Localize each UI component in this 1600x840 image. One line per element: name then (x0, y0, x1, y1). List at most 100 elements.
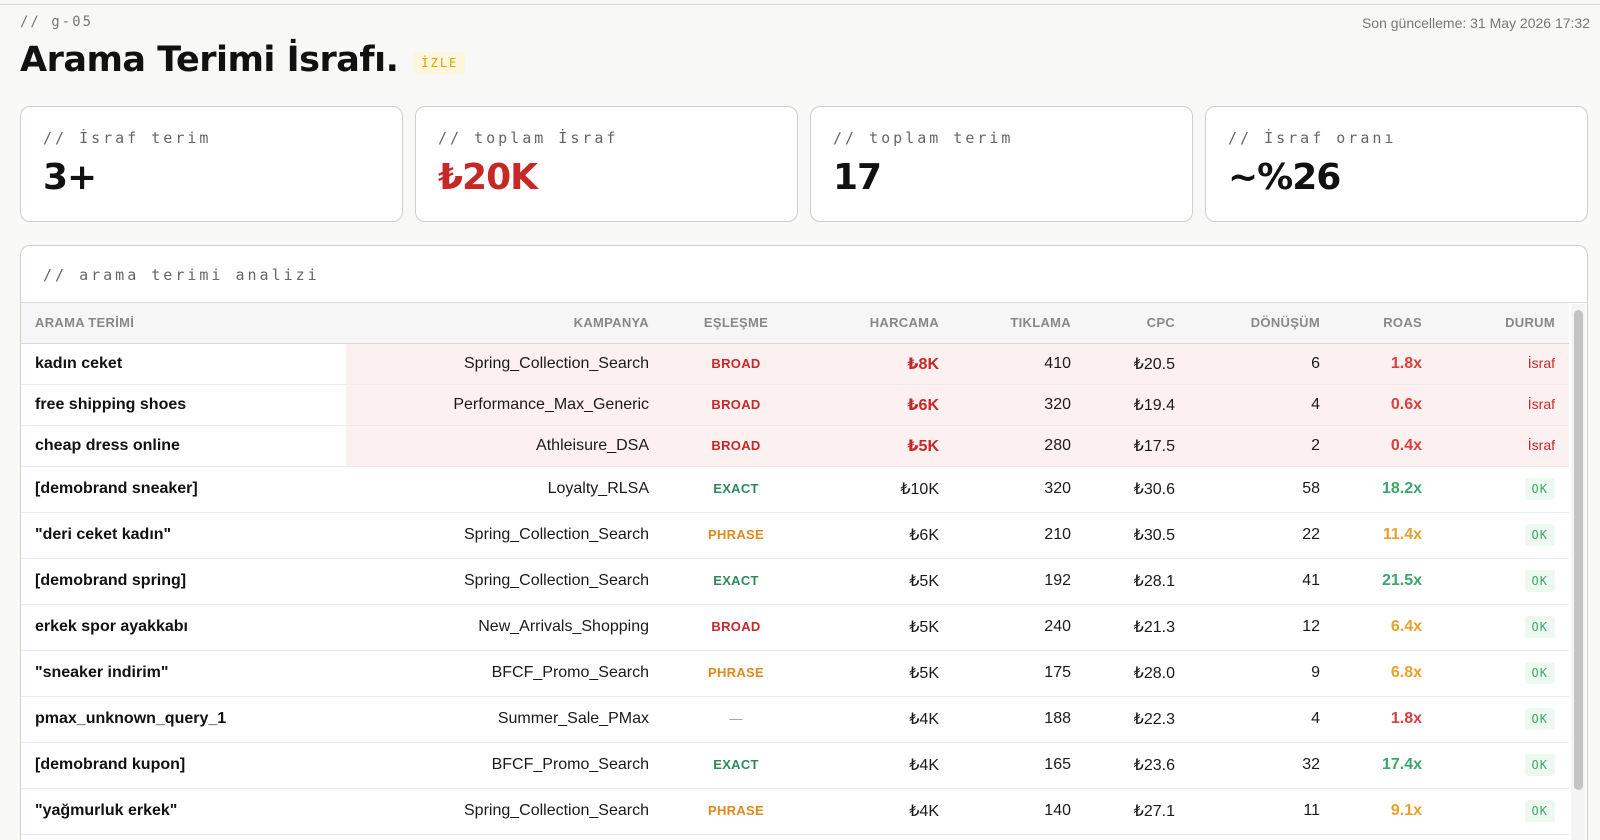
cell-clicks: 192 (953, 558, 1085, 604)
conversions-value: 22 (1302, 526, 1320, 543)
cell-status: OK (1436, 558, 1569, 604)
term-text: "yağmurluk erkek" (35, 802, 178, 819)
cell-status: OK (1436, 466, 1569, 512)
column-header-match[interactable]: EŞLEŞME (703, 315, 769, 331)
cell-campaign: Athleisure_DSA (346, 425, 663, 466)
table-row[interactable]: "sneaker indirim" BFCF_Promo_Search PHRASE… (21, 650, 1569, 696)
kpi-label: // İsraf terim (43, 129, 212, 147)
cell-match: BROAD (663, 343, 809, 384)
cell-roas: 17.4x (1334, 742, 1436, 788)
table-row[interactable]: "deri ceket kadın" Spring_Collection_Sear… (21, 512, 1569, 558)
table-body: kadın ceket Spring_Collection_Search BROAD… (21, 343, 1569, 834)
table-header-row: ARAMA TERİMİ KAMPANYA EŞLEŞME HARCAMA TI… (21, 303, 1569, 343)
clicks-value: 320 (1044, 480, 1071, 497)
table-row[interactable]: [demobrand kupon] BFCF_Promo_Search EXACT ₺… (21, 742, 1569, 788)
cell-match: PHRASE (663, 512, 809, 558)
cpc-value: ₺21.3 (1133, 619, 1175, 636)
cell-clicks: 280 (953, 425, 1085, 466)
conversions-value: 4 (1311, 710, 1320, 727)
kpi-value: ~%26 (1228, 157, 1341, 198)
kpi-card-total-waste: // toplam İsraf ₺20K (415, 106, 798, 222)
table-row[interactable]: [demobrand sneaker] Loyalty_RLSA EXACT ₺10K… (21, 466, 1569, 512)
cell-spend: ₺4K (809, 788, 953, 834)
spend-value: ₺10K (900, 481, 939, 498)
page-title: Arama Terimi İsrafı. (20, 40, 399, 80)
cell-term: [demobrand spring] (21, 558, 346, 604)
table-row[interactable]: kadın ceket Spring_Collection_Search BROAD… (21, 343, 1569, 384)
cell-roas: 21.5x (1334, 558, 1436, 604)
cell-match: BROAD (663, 425, 809, 466)
cell-conversions: 4 (1189, 696, 1334, 742)
conversions-value: 4 (1311, 395, 1320, 413)
cell-term: pmax_unknown_query_1 (21, 696, 346, 742)
cell-spend: ₺4K (809, 742, 953, 788)
table-row[interactable]: [demobrand spring] Spring_Collection_Sear… (21, 558, 1569, 604)
term-text: [demobrand spring] (35, 572, 187, 589)
top-rule (0, 4, 1600, 5)
cell-clicks: 165 (953, 742, 1085, 788)
cell-term: kadın ceket (21, 343, 346, 384)
cpc-value: ₺20.5 (1133, 355, 1175, 373)
cell-clicks: 240 (953, 604, 1085, 650)
table-row[interactable]: erkek spor ayakkabı New_Arrivals_Shopping… (21, 604, 1569, 650)
match-type-label: PHRASE (708, 527, 764, 542)
cell-conversions: 4 (1189, 384, 1334, 425)
column-header-status[interactable]: DURUM (1505, 315, 1555, 331)
kpi-row: // İsraf terim 3+ // toplam İsraf ₺20K /… (20, 106, 1588, 222)
cell-term: "yağmurluk erkek" (21, 788, 346, 834)
vertical-scrollbar[interactable] (1571, 304, 1585, 840)
column-header-campaign[interactable]: KAMPANYA (573, 315, 649, 331)
spend-value: ₺5K (909, 573, 939, 590)
cpc-value: ₺30.6 (1133, 481, 1175, 498)
spend-value: ₺5K (909, 619, 939, 636)
cpc-value: ₺28.1 (1133, 573, 1175, 590)
roas-value: 21.5x (1381, 572, 1422, 589)
cell-term: erkek spor ayakkabı (21, 604, 346, 650)
cell-conversions: 22 (1189, 512, 1334, 558)
match-type-label: BROAD (711, 355, 761, 371)
column-header-clicks[interactable]: TIKLAMA (1010, 315, 1071, 331)
spend-value: ₺5K (909, 665, 939, 682)
column-header-cpc[interactable]: CPC (1146, 315, 1175, 331)
campaign-text: Athleisure_DSA (536, 436, 649, 454)
cell-term: [demobrand kupon] (21, 742, 346, 788)
roas-value: 18.2x (1381, 480, 1422, 497)
cell-roas: 0.4x (1334, 425, 1436, 466)
spend-value: ₺4K (909, 803, 939, 820)
cell-spend: ₺5K (809, 604, 953, 650)
roas-value: 6.8x (1390, 664, 1422, 681)
cell-roas: 6.8x (1334, 650, 1436, 696)
cell-roas: 9.1x (1334, 788, 1436, 834)
search-term-analysis-panel: // arama terimi analizi ARAMA TERİMİ KAM… (20, 245, 1588, 840)
watch-badge[interactable]: İZLE (414, 52, 466, 74)
campaign-text: New_Arrivals_Shopping (478, 618, 649, 635)
table-row[interactable]: "yağmurluk erkek" Spring_Collection_Searc… (21, 788, 1569, 834)
kpi-label: // İsraf oranı (1228, 129, 1397, 147)
table-row[interactable]: pmax_unknown_query_1 Summer_Sale_PMax — ₺4K… (21, 696, 1569, 742)
clicks-value: 280 (1044, 436, 1071, 454)
cell-campaign: Spring_Collection_Search (346, 788, 663, 834)
status-badge: İsraf (1527, 395, 1555, 412)
match-type-label: BROAD (711, 437, 761, 453)
column-header-spend[interactable]: HARCAMA (869, 315, 939, 331)
column-header-term[interactable]: ARAMA TERİMİ (35, 315, 135, 331)
cell-campaign: BFCF_Promo_Search (346, 742, 663, 788)
table-row[interactable]: cheap dress online Athleisure_DSA BROAD ₺5K… (21, 425, 1569, 466)
clicks-value: 140 (1044, 802, 1071, 819)
kpi-card-waste-terms: // İsraf terim 3+ (20, 106, 403, 222)
cell-conversions: 2 (1189, 425, 1334, 466)
column-header-conversions[interactable]: DÖNÜŞÜM (1250, 315, 1320, 331)
roas-value: 0.6x (1390, 395, 1422, 413)
roas-value: 0.4x (1390, 436, 1422, 454)
term-text: kadın ceket (35, 354, 123, 372)
table-row[interactable]: free shipping shoes Performance_Max_Gener… (21, 384, 1569, 425)
conversions-value: 41 (1302, 572, 1320, 589)
cell-roas: 6.4x (1334, 604, 1436, 650)
scrollbar-thumb[interactable] (1574, 310, 1583, 790)
cell-cpc: ₺17.5 (1085, 425, 1189, 466)
clicks-value: 192 (1044, 572, 1071, 589)
cell-status: İsraf (1436, 425, 1569, 466)
cell-campaign: Spring_Collection_Search (346, 558, 663, 604)
column-header-roas[interactable]: ROAS (1383, 315, 1422, 331)
status-badge: OK (1524, 800, 1555, 822)
